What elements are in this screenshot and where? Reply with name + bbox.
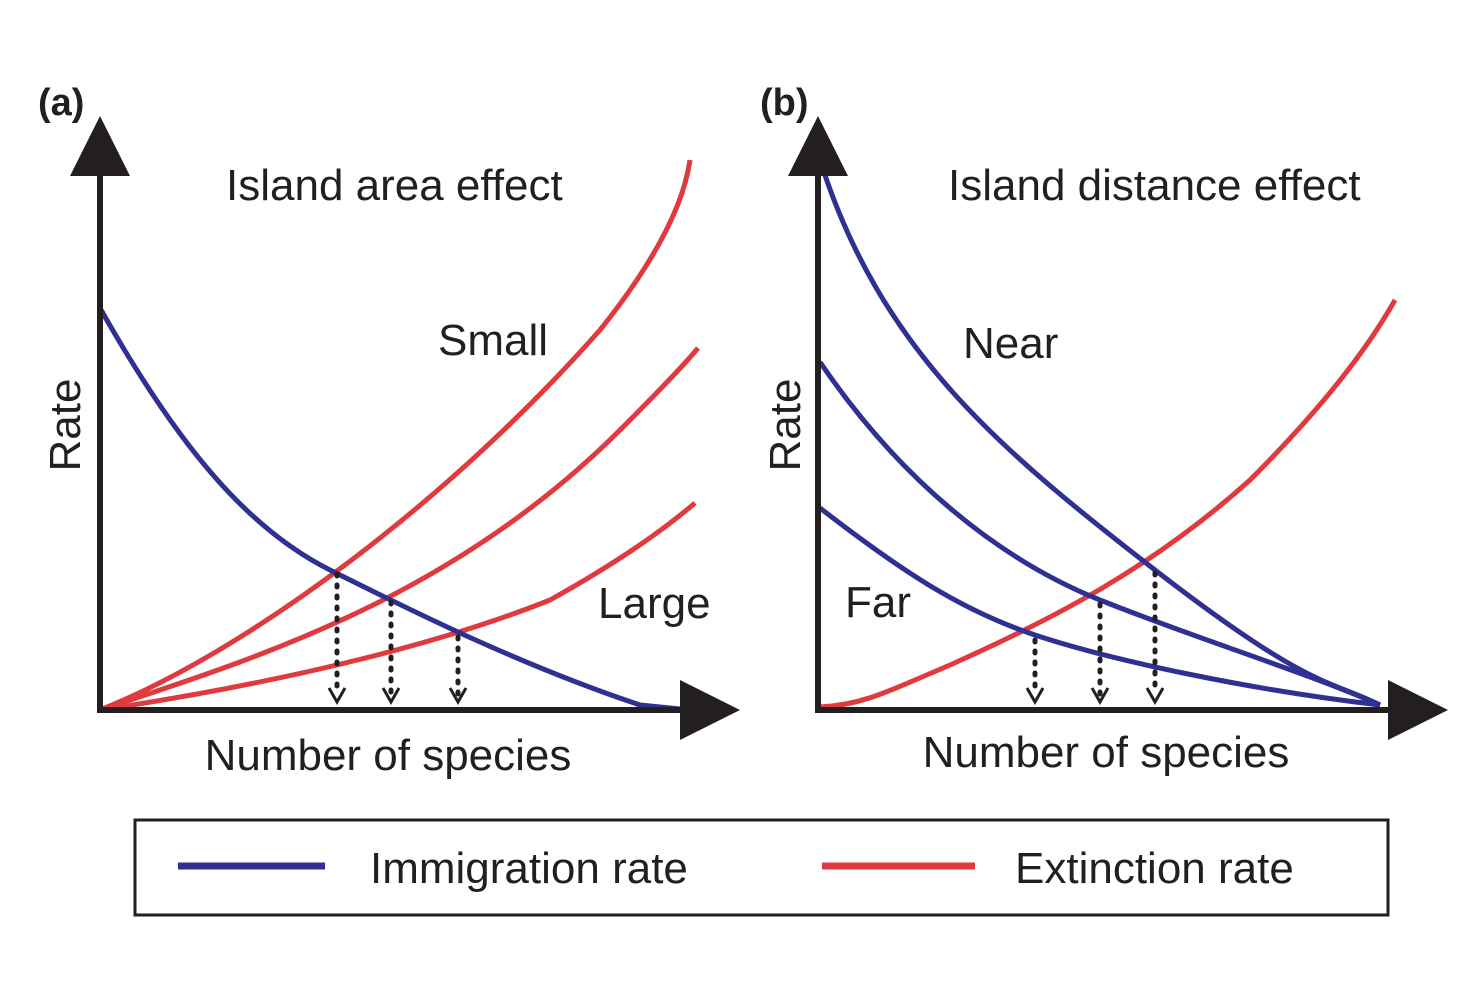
equilibrium-arrows (1025, 570, 1165, 706)
extinction-curve (819, 298, 1398, 710)
panel-label: (a) (38, 82, 84, 124)
panel-a: (a) Island area effect Rate Number of sp… (38, 82, 740, 780)
extinction-curve (99, 346, 700, 713)
immigration-curve (97, 306, 691, 713)
extinction-curve (99, 159, 693, 713)
curve-label: Small (438, 316, 548, 365)
immigration-curve (817, 360, 1382, 708)
panel-title: Island area effect (226, 161, 563, 210)
x-axis-label: Number of species (923, 728, 1290, 777)
panel-title: Island distance effect (948, 161, 1361, 210)
equilibrium-arrows (327, 571, 468, 706)
y-axis-label: Rate (41, 379, 90, 472)
legend-box (133, 818, 1390, 917)
legend-label: Immigration rate (370, 844, 688, 893)
curve-label: Far (845, 578, 911, 627)
panel-b: (b) Island distance effect Rate Number o… (760, 82, 1448, 777)
extinction-curve (99, 501, 697, 713)
panel-label: (b) (760, 82, 809, 124)
legend-label: Extinction rate (1015, 844, 1294, 893)
x-axis-label: Number of species (205, 731, 572, 780)
curve-label: Large (598, 579, 711, 628)
y-axis-label: Rate (761, 379, 810, 472)
curve-label: Near (963, 319, 1058, 368)
immigration-curve (818, 506, 1381, 708)
legend: Immigration rate Extinction rate (133, 818, 1390, 917)
